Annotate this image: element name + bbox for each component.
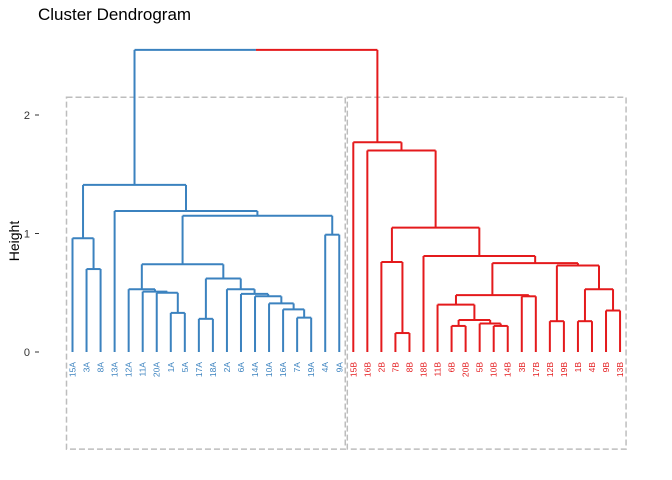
cluster-rectangles: [65, 96, 627, 450]
leaf-label: 9B: [601, 362, 611, 373]
leaf-label: 19A: [306, 362, 316, 377]
leaf-label: 7A: [292, 362, 302, 373]
leaf-label: 11A: [138, 362, 148, 377]
leaf-label: 9A: [334, 362, 344, 373]
leaf-label: 6A: [236, 362, 246, 373]
leaf-label: 7B: [390, 362, 400, 373]
y-axis-label: Height: [6, 221, 22, 262]
leaf-label: 13A: [110, 362, 120, 377]
leaf-label: 8A: [96, 362, 106, 373]
leaf-label: 16B: [362, 362, 372, 377]
leaf-label: 17A: [194, 362, 204, 377]
y-tick-label: 1: [24, 229, 30, 241]
leaf-label: 19B: [559, 362, 569, 377]
y-tick-label: 0: [24, 347, 30, 359]
leaf-label: 10B: [489, 362, 499, 377]
leaf-label: 1A: [166, 362, 176, 373]
cluster-rect-a: [65, 96, 347, 450]
leaf-label: 20A: [152, 362, 162, 377]
leaf-label: 18B: [419, 362, 429, 377]
leaf-label: 2B: [376, 362, 386, 373]
leaf-label: 13B: [615, 362, 625, 377]
y-axis: 0 1 2: [24, 110, 39, 359]
dendrogram-branches: [71, 48, 622, 352]
leaf-label: 3B: [517, 362, 527, 373]
leaf-label: 5B: [475, 362, 485, 373]
leaf-label: 17B: [531, 362, 541, 377]
leaf-label: 12A: [124, 362, 134, 377]
leaf-label: 15B: [348, 362, 358, 377]
y-tick-label: 2: [24, 110, 30, 122]
leaf-label: 20B: [461, 362, 471, 377]
leaf-label: 10A: [264, 362, 274, 377]
leaf-label: 12B: [545, 362, 555, 377]
leaf-label: 15A: [68, 362, 78, 377]
leaf-label: 5A: [180, 362, 190, 373]
leaf-label: 16A: [278, 362, 288, 377]
leaf-label: 14A: [250, 362, 260, 377]
leaf-label: 4B: [587, 362, 597, 373]
leaf-label: 3A: [82, 362, 92, 373]
leaf-label: 1B: [573, 362, 583, 373]
leaf-label: 2A: [222, 362, 232, 373]
leaf-label: 6B: [447, 362, 457, 373]
cluster-rect-b: [346, 96, 627, 450]
leaf-label: 14B: [503, 362, 513, 377]
leaf-label: 18A: [208, 362, 218, 377]
leaf-label: 8B: [404, 362, 414, 373]
leaf-label: 4A: [320, 362, 330, 373]
leaf-labels: 15A 3A 8A 13A 12A 11A 20A 1A 5A 17A 18A 2A 6A 14A 10A 1…: [68, 362, 626, 377]
chart-title: Cluster Dendrogram: [38, 5, 191, 24]
leaf-label: 11B: [433, 362, 443, 377]
